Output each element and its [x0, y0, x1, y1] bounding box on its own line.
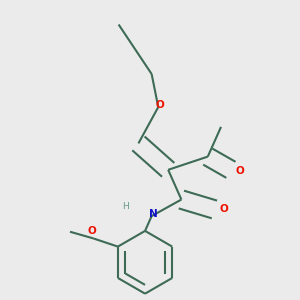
- Text: O: O: [155, 100, 164, 110]
- Text: H: H: [122, 202, 129, 211]
- Text: O: O: [87, 226, 96, 236]
- Text: O: O: [219, 204, 228, 214]
- Text: N: N: [149, 209, 158, 219]
- Text: O: O: [236, 167, 244, 176]
